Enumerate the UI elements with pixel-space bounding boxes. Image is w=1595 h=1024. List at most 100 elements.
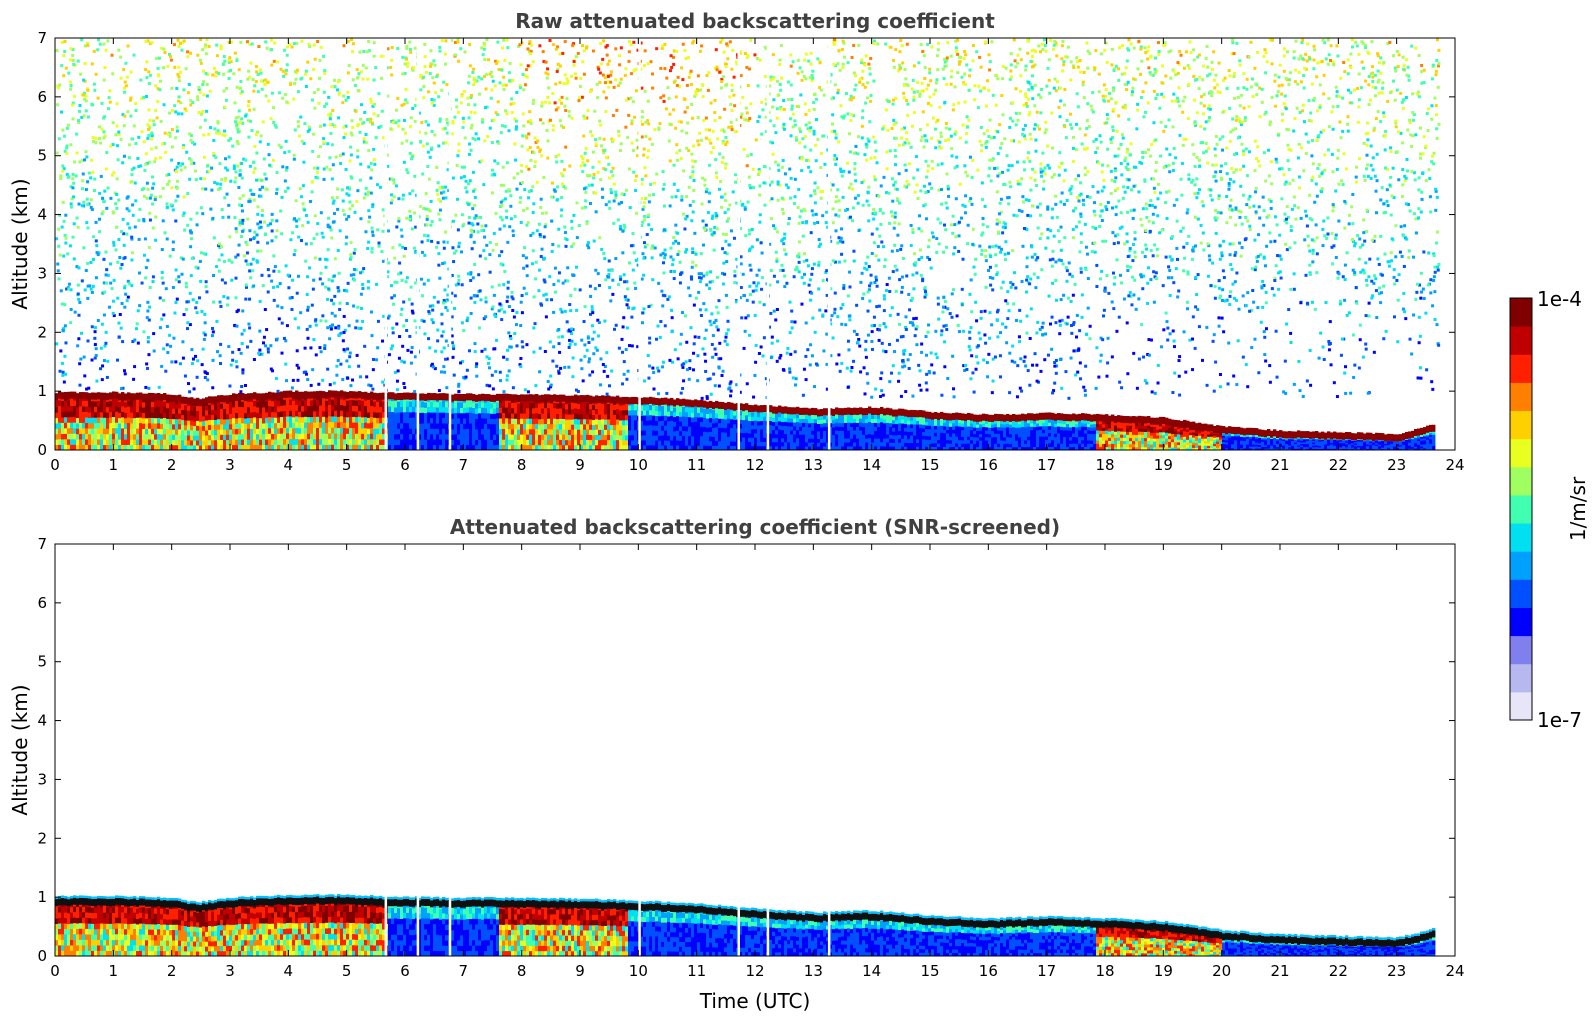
backscatter-cell [820,427,824,432]
backscatter-cell [334,438,338,445]
backscatter-cell [256,401,260,408]
backscatter-cell [1117,427,1121,432]
backscatter-cell [850,426,854,431]
backscatter-cell [490,418,494,425]
backscatter-cell [262,412,266,419]
backscatter-cell [1168,435,1172,440]
backscatter-cell [358,399,362,406]
backscatter-cell [1213,443,1217,447]
backscatter-cell [1006,426,1010,431]
backscatter-cell [178,423,182,430]
backscatter-cell [328,415,332,423]
backscatter-cell [820,434,824,439]
backscatter-cell [511,439,515,446]
backscatter-cell [631,439,635,446]
layer-top-cell [85,392,89,400]
backscatter-cell [754,420,758,425]
backscatter-cell [1279,439,1283,442]
backscatter-cell [1105,423,1109,428]
backscatter-cell [1186,442,1190,446]
backscatter-cell [517,423,521,430]
layer-top-cell [1249,427,1253,435]
backscatter-cell [430,433,434,440]
backscatter-cell [580,418,584,425]
backscatter-cell [229,413,233,420]
backscatter-cell [1165,426,1169,430]
backscatter-cell [373,401,377,407]
backscatter-cell [268,416,272,423]
backscatter-cell [1033,440,1037,444]
backscatter-cell [619,435,623,441]
backscatter-cell [55,433,59,440]
backscatter-cell [394,401,398,408]
layer-top-cell [1399,434,1403,442]
backscatter-cell [451,434,455,440]
backscatter-cell [871,434,875,439]
backscatter-cell [898,423,902,428]
backscatter-cell [1105,436,1109,441]
backscatter-cell [829,438,833,443]
backscatter-cell [799,434,803,439]
backscatter-cell [700,445,704,450]
backscatter-cell [274,439,278,445]
backscatter-cell [910,435,914,440]
backscatter-cell [274,401,278,407]
backscatter-cell [1204,440,1208,444]
backscatter-cell [859,418,863,423]
layer-top-cell [778,405,782,413]
backscatter-cell [442,433,446,440]
backscatter-cell [277,400,281,407]
layer-top-cell [658,398,662,406]
backscatter-cell [1273,441,1277,444]
backscatter-cell [1192,432,1196,436]
backscatter-cell [832,423,836,428]
backscatter-cell [1093,430,1097,435]
backscatter-cell [1225,438,1229,441]
backscatter-cell [259,417,263,424]
backscatter-cell [1234,433,1238,437]
backscatter-cell [871,414,875,420]
layer-top-cell [559,394,563,402]
backscatter-cell [127,406,131,413]
layer-top-cell [1210,424,1214,432]
backscatter-cell [928,418,932,423]
layer-top-cell [1216,425,1220,433]
layer-top-cell [1048,412,1052,420]
backscatter-cell [1399,443,1403,446]
backscatter-cell [1015,420,1019,425]
backscatter-cell [331,421,335,428]
backscatter-cell [706,440,710,446]
backscatter-cell [655,440,659,446]
backscatter-cell [985,433,989,438]
backscatter-cell [523,423,527,430]
backscatter-cell [793,442,797,447]
backscatter-cell [922,420,926,425]
backscatter-cell [682,411,686,417]
backscatter-cell [1366,441,1370,444]
backscatter-cell [982,419,986,424]
backscatter-cell [559,402,563,409]
backscatter-cell [223,408,227,415]
backscatter-cell [364,444,368,450]
backscatter-cell [457,428,461,435]
layer-top-cell [805,407,809,415]
backscatter-cell [559,413,563,419]
backscatter-cell [238,406,242,413]
backscatter-cell [742,415,746,421]
backscatter-cell [130,401,134,408]
backscatter-cell [1162,431,1166,436]
backscatter-cell [262,423,266,429]
layer-top-cell [322,391,326,399]
backscatter-cell [559,418,563,425]
backscatter-cell [721,445,725,450]
backscatter-cell [334,416,338,423]
backscatter-cell [1312,440,1316,443]
backscatter-cell [688,412,692,418]
backscatter-cell [226,413,230,420]
backscatter-cell [769,445,773,450]
backscatter-cell [496,407,500,414]
backscatter-cell [292,411,296,418]
backscatter-cell [532,423,536,430]
backscatter-cell [454,402,458,408]
backscatter-cell [1339,448,1343,450]
